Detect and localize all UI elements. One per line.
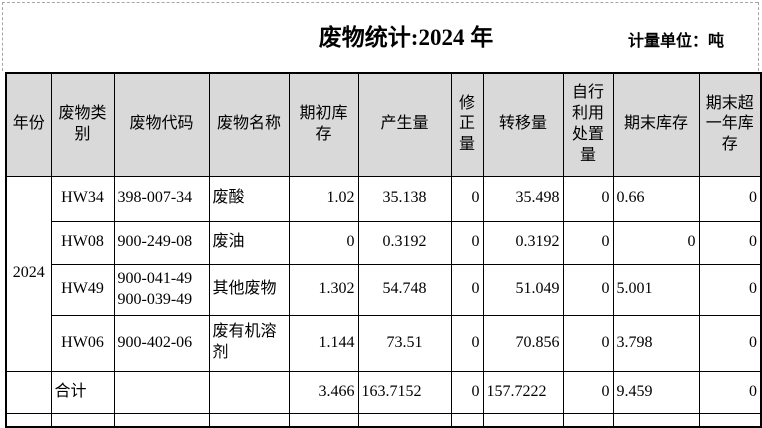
cell-r3-name[interactable]: 其他废物 (208, 263, 290, 316)
cell-r2-category[interactable]: HW08 (50, 220, 115, 265)
cell-r1-correction[interactable]: 0 (450, 175, 484, 222)
cell-total-generated[interactable]: 163.7152 (357, 370, 452, 414)
total-row: 合计 3.466 163.7152 0 157.7222 0 9.459 0 (5, 370, 762, 414)
cell-r2-self-disposal[interactable]: 0 (562, 220, 614, 265)
header-transferred[interactable]: 转移量 (482, 72, 564, 177)
cell-r2-generated[interactable]: 0.3192 (357, 220, 452, 265)
cell-r4-self-disposal[interactable]: 0 (562, 314, 614, 372)
table-row: HW08 900-249-08 废油 0 0.3192 0 0.3192 0 0… (6, 220, 762, 265)
cell-total-code-empty[interactable] (113, 370, 210, 414)
empty-cell[interactable] (288, 412, 359, 428)
cell-r3-opening-stock[interactable]: 1.302 (288, 263, 359, 316)
header-name[interactable]: 废物名称 (208, 72, 290, 177)
cell-r3-ending-stock[interactable]: 5.001 (612, 263, 700, 316)
waste-statistics-table: 年份 废物类 别 废物代码 废物名称 期初库 存 产生量 修 正 量 转移量 自… (5, 72, 762, 428)
empty-cell[interactable] (357, 412, 452, 428)
cell-total-ending-stock[interactable]: 9.459 (612, 370, 700, 414)
cell-r3-generated[interactable]: 54.748 (357, 263, 452, 316)
header-opening-stock[interactable]: 期初库 存 (288, 72, 359, 177)
empty-cell[interactable] (113, 412, 210, 428)
empty-cell[interactable] (562, 412, 614, 428)
table-row: HW49 900-041-49 900-039-49 其他废物 1.302 54… (6, 263, 762, 316)
cell-r1-over-one-year-stock[interactable]: 0 (698, 175, 762, 222)
clipped-empty-row (5, 412, 762, 428)
header-row: 年份 废物类 别 废物代码 废物名称 期初库 存 产生量 修 正 量 转移量 自… (5, 72, 762, 177)
cell-r4-category[interactable]: HW06 (50, 314, 115, 372)
header-ending-stock[interactable]: 期末库存 (612, 72, 700, 177)
cell-r4-code[interactable]: 900-402-06 (113, 314, 210, 372)
cell-total-correction[interactable]: 0 (450, 370, 484, 414)
cell-r2-opening-stock[interactable]: 0 (288, 220, 359, 265)
empty-cell[interactable] (450, 412, 484, 428)
cell-r2-transferred[interactable]: 0.3192 (482, 220, 564, 265)
empty-cell[interactable] (208, 412, 290, 428)
table-row: HW06 900-402-06 废有机溶 剂 1.144 73.51 0 70.… (6, 314, 762, 372)
cell-total-name-empty[interactable] (208, 370, 290, 414)
cell-total-self-disposal[interactable]: 0 (562, 370, 614, 414)
year-cell[interactable]: 2024 (5, 175, 52, 372)
cell-r4-transferred[interactable]: 70.856 (482, 314, 564, 372)
empty-cell[interactable] (50, 412, 115, 428)
cell-r2-ending-stock[interactable]: 0 (612, 220, 700, 265)
cell-r4-name[interactable]: 废有机溶 剂 (208, 314, 290, 372)
cell-r1-ending-stock[interactable]: 0.66 (612, 175, 700, 222)
header-generated[interactable]: 产生量 (357, 72, 452, 177)
empty-cell[interactable] (482, 412, 564, 428)
empty-cell[interactable] (5, 412, 52, 428)
cell-r1-opening-stock[interactable]: 1.02 (288, 175, 359, 222)
cell-r2-correction[interactable]: 0 (450, 220, 484, 265)
cell-r1-self-disposal[interactable]: 0 (562, 175, 614, 222)
header-code[interactable]: 废物代码 (113, 72, 210, 177)
cell-r1-transferred[interactable]: 35.498 (482, 175, 564, 222)
cell-r1-generated[interactable]: 35.138 (357, 175, 452, 222)
cell-r4-over-one-year-stock[interactable]: 0 (698, 314, 762, 372)
cell-r1-category[interactable]: HW34 (50, 175, 115, 222)
cell-r4-generated[interactable]: 73.51 (357, 314, 452, 372)
cell-r3-transferred[interactable]: 51.049 (482, 263, 564, 316)
cell-total-opening-stock[interactable]: 3.466 (288, 370, 359, 414)
page-break-line-left (2, 2, 3, 71)
cell-total-year-empty[interactable] (5, 370, 52, 414)
cell-r3-code[interactable]: 900-041-49 900-039-49 (113, 263, 210, 316)
cell-r2-name[interactable]: 废油 (208, 220, 290, 265)
table-row: 2024 HW34 398-007-34 废酸 1.02 35.138 0 35… (5, 175, 762, 372)
header-over-one-year-stock[interactable]: 期末超 一年库 存 (698, 72, 762, 177)
page-break-line-top (2, 2, 758, 3)
cell-total-label[interactable]: 合计 (50, 370, 115, 414)
header-year[interactable]: 年份 (5, 72, 52, 177)
cell-r3-category[interactable]: HW49 (50, 263, 115, 316)
cell-total-over-one-year-stock[interactable]: 0 (698, 370, 762, 414)
page-break-line-right (758, 2, 759, 71)
cell-r2-over-one-year-stock[interactable]: 0 (698, 220, 762, 265)
cell-r3-over-one-year-stock[interactable]: 0 (698, 263, 762, 316)
report-title: 废物统计:2024 年 (318, 25, 494, 50)
unit-label: 计量单位：吨 (628, 33, 725, 50)
cell-r3-correction[interactable]: 0 (450, 263, 484, 316)
cell-r3-self-disposal[interactable]: 0 (562, 263, 614, 316)
cell-r4-correction[interactable]: 0 (450, 314, 484, 372)
cell-r1-code[interactable]: 398-007-34 (113, 175, 210, 222)
empty-cell[interactable] (612, 412, 700, 428)
cell-r4-opening-stock[interactable]: 1.144 (288, 314, 359, 372)
empty-cell[interactable] (698, 412, 762, 428)
cell-r2-code[interactable]: 900-249-08 (113, 220, 210, 265)
header-category[interactable]: 废物类 别 (50, 72, 115, 177)
header-correction[interactable]: 修 正 量 (450, 72, 484, 177)
cell-total-transferred[interactable]: 157.7222 (482, 370, 564, 414)
cell-r1-name[interactable]: 废酸 (208, 175, 290, 222)
cell-r4-ending-stock[interactable]: 3.798 (612, 314, 700, 372)
header-self-disposal[interactable]: 自行 利用 处置 量 (562, 72, 614, 177)
